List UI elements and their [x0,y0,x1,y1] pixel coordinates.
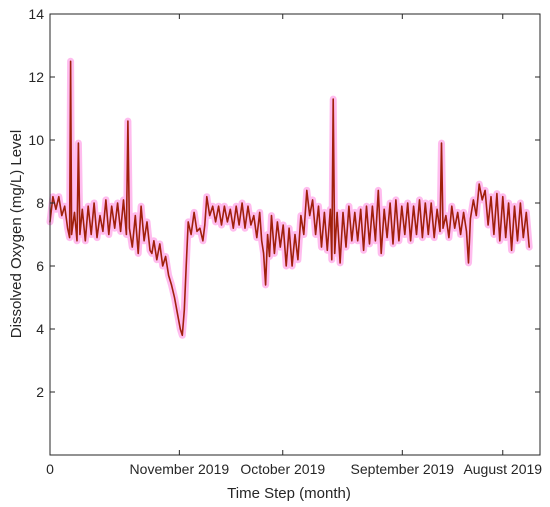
series-line-0 [49,60,530,337]
x-tick-label: November 2019 [130,461,230,477]
y-tick-label: 2 [36,384,44,400]
series-glow-layer [46,57,533,339]
axes-frame [49,13,541,456]
x-tick-label: October 2019 [240,461,325,477]
x-axis-ticks: 0 November 2019 October 2019 September 2019… [46,14,542,477]
y-axis-label: Dissolved Oxygen (mg/L) Level [8,130,25,338]
y-tick-label: 12 [28,69,44,85]
x-tick-label: September 2019 [351,461,455,477]
series-glow-0 [46,57,533,339]
y-tick-label: 10 [28,132,44,148]
y-tick-label: 4 [36,321,44,337]
y-tick-label: 8 [36,195,44,211]
y-axis-ticks: 2 4 6 8 10 12 14 [28,6,540,400]
plot-box [49,13,541,456]
x-axis-label: Time Step (month) [227,485,351,502]
y-tick-label: 14 [28,6,44,22]
series-line-layer [49,60,530,337]
x-tick-label: 0 [46,461,54,477]
y-tick-label: 6 [36,258,44,274]
x-tick-label: August 2019 [463,461,542,477]
